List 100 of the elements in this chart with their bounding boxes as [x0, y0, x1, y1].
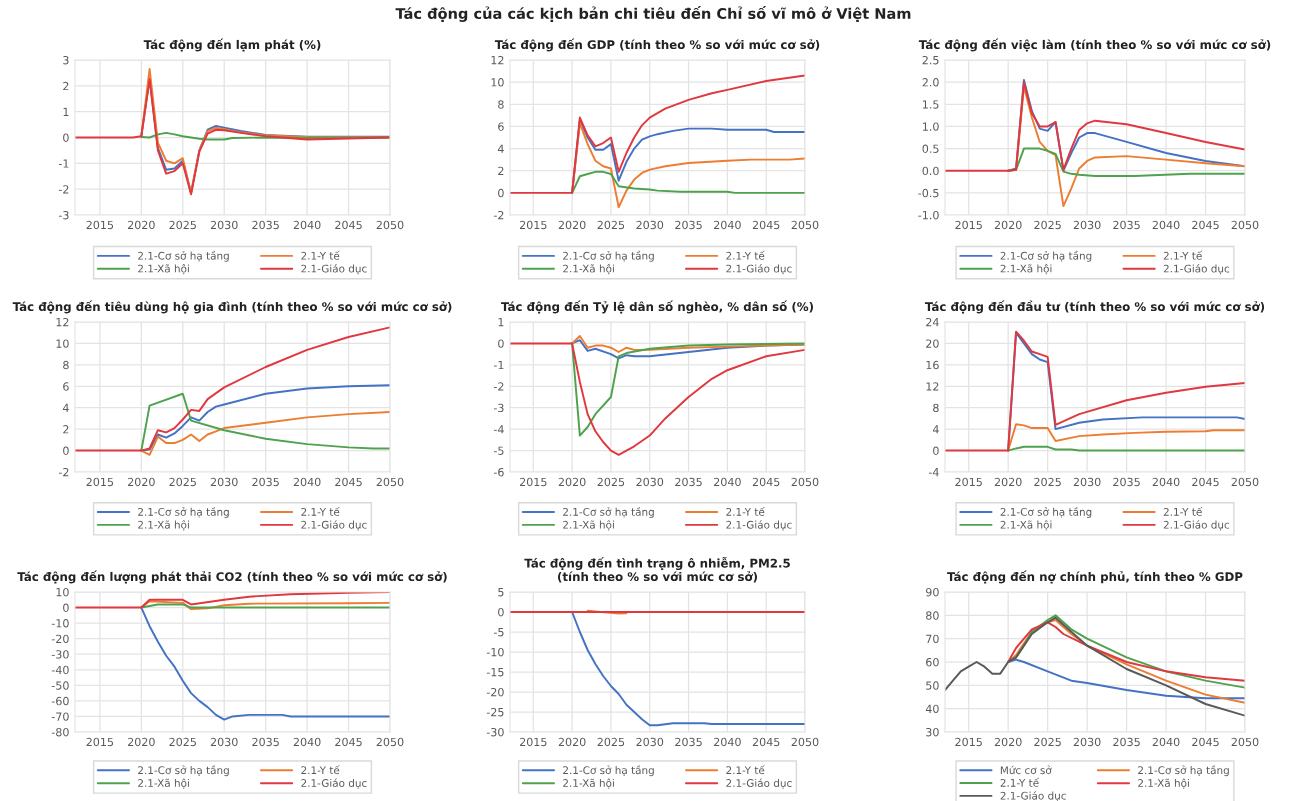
y-tick-label: -70	[51, 712, 69, 721]
y-tick-label: 12	[491, 55, 504, 65]
y-tick-label: -5	[493, 628, 504, 637]
y-tick-label: -5	[493, 446, 504, 455]
x-tick-label: 2015	[955, 737, 982, 747]
legend-label: 2.1-Giáo dục	[301, 520, 367, 531]
x-tick-label: 2030	[1073, 220, 1101, 230]
y-tick-label: -0.5	[918, 188, 939, 198]
legend-label: 2.1-Giáo dục	[726, 520, 792, 531]
y-tick-label: 1.5	[922, 100, 939, 109]
y-tick-label: 0	[498, 339, 504, 348]
line-series	[140, 606, 390, 721]
chart-title: Tác động đến lạm phát (%)	[143, 38, 321, 52]
y-tick-label: 4	[932, 425, 939, 434]
y-tick-label: -2	[493, 382, 504, 391]
x-tick-label: 2035	[1113, 737, 1140, 747]
x-tick-label: 2025	[597, 477, 625, 487]
legend-label: 2.1-Xã hội	[563, 778, 614, 789]
legend-label: 2.1-Xã hội	[138, 520, 189, 531]
y-tick-label: -40	[51, 665, 69, 675]
y-tick-label: 70	[926, 634, 939, 644]
y-tick-label: -20	[51, 634, 69, 644]
x-tick-label: 2030	[636, 220, 664, 230]
legend-label: 2.1-Xã hội	[138, 778, 189, 789]
y-tick-label: 0	[63, 603, 69, 612]
line-series	[945, 616, 1245, 717]
y-tick-label: 0	[63, 446, 69, 455]
x-tick-label: 2025	[1034, 737, 1061, 747]
line-series	[945, 330, 1245, 452]
y-tick-label: 12	[926, 382, 939, 391]
y-tick-label: 80	[926, 611, 939, 620]
chart-title: Tác động đến tiêu dùng hộ gia đình (tính theo % so với mức cơ sở)	[12, 300, 452, 314]
x-tick-label: 2050	[376, 477, 404, 487]
y-tick-label: 60	[926, 657, 939, 667]
line-series	[75, 78, 390, 196]
x-tick-label: 2040	[293, 477, 321, 487]
x-tick-label: 2050	[376, 220, 404, 230]
y-tick-label: 12	[56, 317, 69, 327]
line-series	[75, 326, 390, 452]
x-tick-label: 2040	[1152, 477, 1180, 487]
chart-title: Tác động đến việc làm (tính theo % so với mức cơ sở)	[918, 38, 1271, 52]
x-tick-label: 2035	[675, 737, 702, 747]
y-tick-label: 1	[63, 107, 69, 116]
legend-label: 2.1-Y tế	[726, 765, 765, 775]
x-tick-label: 2040	[714, 737, 741, 747]
line-series	[1007, 621, 1245, 682]
x-tick-label: 2030	[210, 220, 238, 230]
y-tick-label: 1.0	[922, 122, 939, 131]
legend-label: 2.1-Y tế	[301, 250, 340, 260]
y-tick-label: 0	[933, 446, 939, 455]
line-series	[1007, 658, 1245, 700]
line-series	[571, 122, 805, 209]
legend-label: 2.1-Giáo dục	[1000, 791, 1066, 801]
y-tick-label: -30	[51, 650, 69, 659]
y-tick-label: 0	[498, 607, 504, 617]
x-tick-label: 2015	[955, 477, 982, 487]
x-tick-label: 2050	[791, 737, 819, 747]
legend-label: 2.1-Giáo dục	[301, 778, 367, 789]
x-tick-label: 2025	[597, 220, 625, 230]
x-tick-label: 2015	[519, 220, 547, 230]
x-tick-label: 2045	[752, 477, 780, 487]
x-tick-label: 2045	[1192, 477, 1219, 487]
x-tick-label: 2050	[376, 737, 404, 747]
x-tick-label: 2035	[675, 477, 702, 487]
x-tick-label: 2050	[1231, 737, 1259, 747]
x-tick-label: 2020	[558, 477, 586, 487]
y-tick-label: 2	[498, 166, 504, 175]
x-tick-label: 2050	[1231, 220, 1259, 230]
x-tick-label: 2040	[1152, 220, 1180, 230]
legend-label: 2.1-Cơ sở hạ tầng	[1000, 506, 1092, 518]
x-tick-label: 2015	[86, 477, 114, 487]
y-tick-label: 90	[926, 587, 939, 597]
line-series	[140, 411, 390, 456]
y-tick-label: 8	[63, 360, 69, 370]
x-tick-label: 2015	[955, 220, 982, 230]
y-tick-label: 10	[56, 587, 69, 597]
x-tick-label: 2025	[1034, 220, 1061, 230]
y-tick-label: -4	[928, 468, 939, 477]
chart-title: Tác động đến đầu tư (tính theo % so với mức cơ sở)	[924, 300, 1265, 314]
legend-label: 2.1-Y tế	[726, 506, 765, 516]
y-tick-label: -2	[58, 467, 69, 477]
y-tick-label: -20	[486, 687, 504, 697]
y-tick-label: 30	[926, 727, 939, 737]
y-tick-label: -30	[486, 727, 504, 737]
y-tick-label: 8	[933, 403, 939, 413]
y-tick-label: 5	[498, 588, 504, 597]
x-tick-label: 2025	[597, 737, 625, 747]
y-tick-label: 10	[56, 339, 69, 348]
legend-label: 2.1-Y tế	[1163, 250, 1203, 260]
legend-label: 2.1-Cơ sở hạ tầng	[563, 765, 654, 777]
line-series	[571, 611, 805, 727]
y-tick-label: 0	[498, 188, 504, 198]
y-tick-label: -15	[486, 668, 504, 677]
y-tick-label: 2	[63, 425, 69, 434]
x-tick-label: 2040	[1152, 737, 1180, 747]
chart-title: Tác động đến tình trạng ô nhiễm, PM2.5 (tính theo % so với mức cơ sở)	[524, 557, 790, 583]
x-tick-label: 2015	[519, 477, 547, 487]
y-tick-label: 24	[926, 317, 939, 327]
y-tick-label: 4	[497, 144, 504, 153]
y-tick-label: 50	[926, 681, 939, 690]
